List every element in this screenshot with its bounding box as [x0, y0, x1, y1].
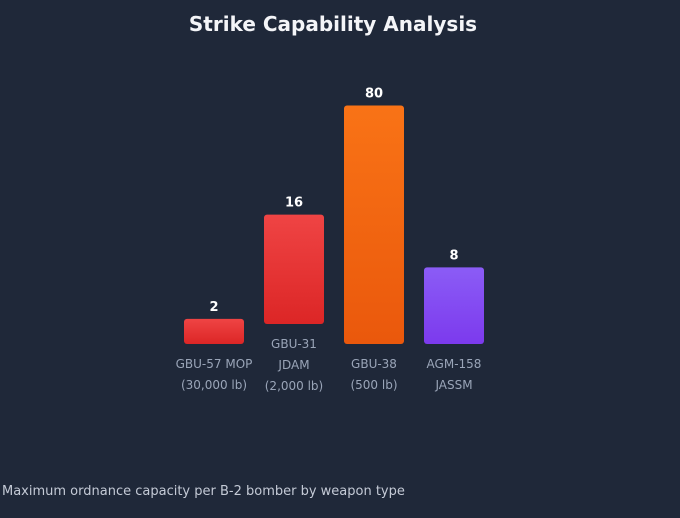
bar-gbu-31-jdam-2-000-lb — [264, 214, 324, 324]
tick-label-gbu-38-500-lb: GBU-38 (500 lb) — [350, 357, 397, 392]
tick-label-gbu-57-mop-30-000-lb: GBU-57 MOP (30,000 lb) — [176, 357, 253, 392]
value-label-gbu-38-500-lb: 80 — [365, 86, 383, 101]
labels-layer: 2 GBU-57 MOP (30,000 lb) 16 GBU-31 JDAM (2,000… — [176, 86, 482, 393]
value-label-gbu-31-jdam-2-000-lb: 16 — [285, 196, 303, 211]
value-label-gbu-57-mop-30-000-lb: 2 — [209, 300, 218, 315]
tick-label-gbu-31-jdam-2-000-lb: GBU-31 JDAM (2,000 lb) — [265, 337, 323, 393]
chart-caption: Maximum ordnance capacity per B-2 bomber… — [2, 484, 405, 499]
bar-gbu-57-mop-30-000-lb — [184, 318, 244, 344]
tick-label-agm-158-jassm: AGM-158 JASSM — [427, 357, 482, 392]
value-label-agm-158-jassm: 8 — [449, 248, 458, 263]
bars-layer — [184, 105, 484, 344]
bar-agm-158-jassm — [424, 267, 484, 344]
bar-chart: 2 GBU-57 MOP (30,000 lb) 16 GBU-31 JDAM (2,000… — [176, 86, 484, 393]
chart-title: Strike Capability Analysis — [188, 12, 478, 36]
bar-gbu-38-500-lb — [344, 105, 404, 344]
